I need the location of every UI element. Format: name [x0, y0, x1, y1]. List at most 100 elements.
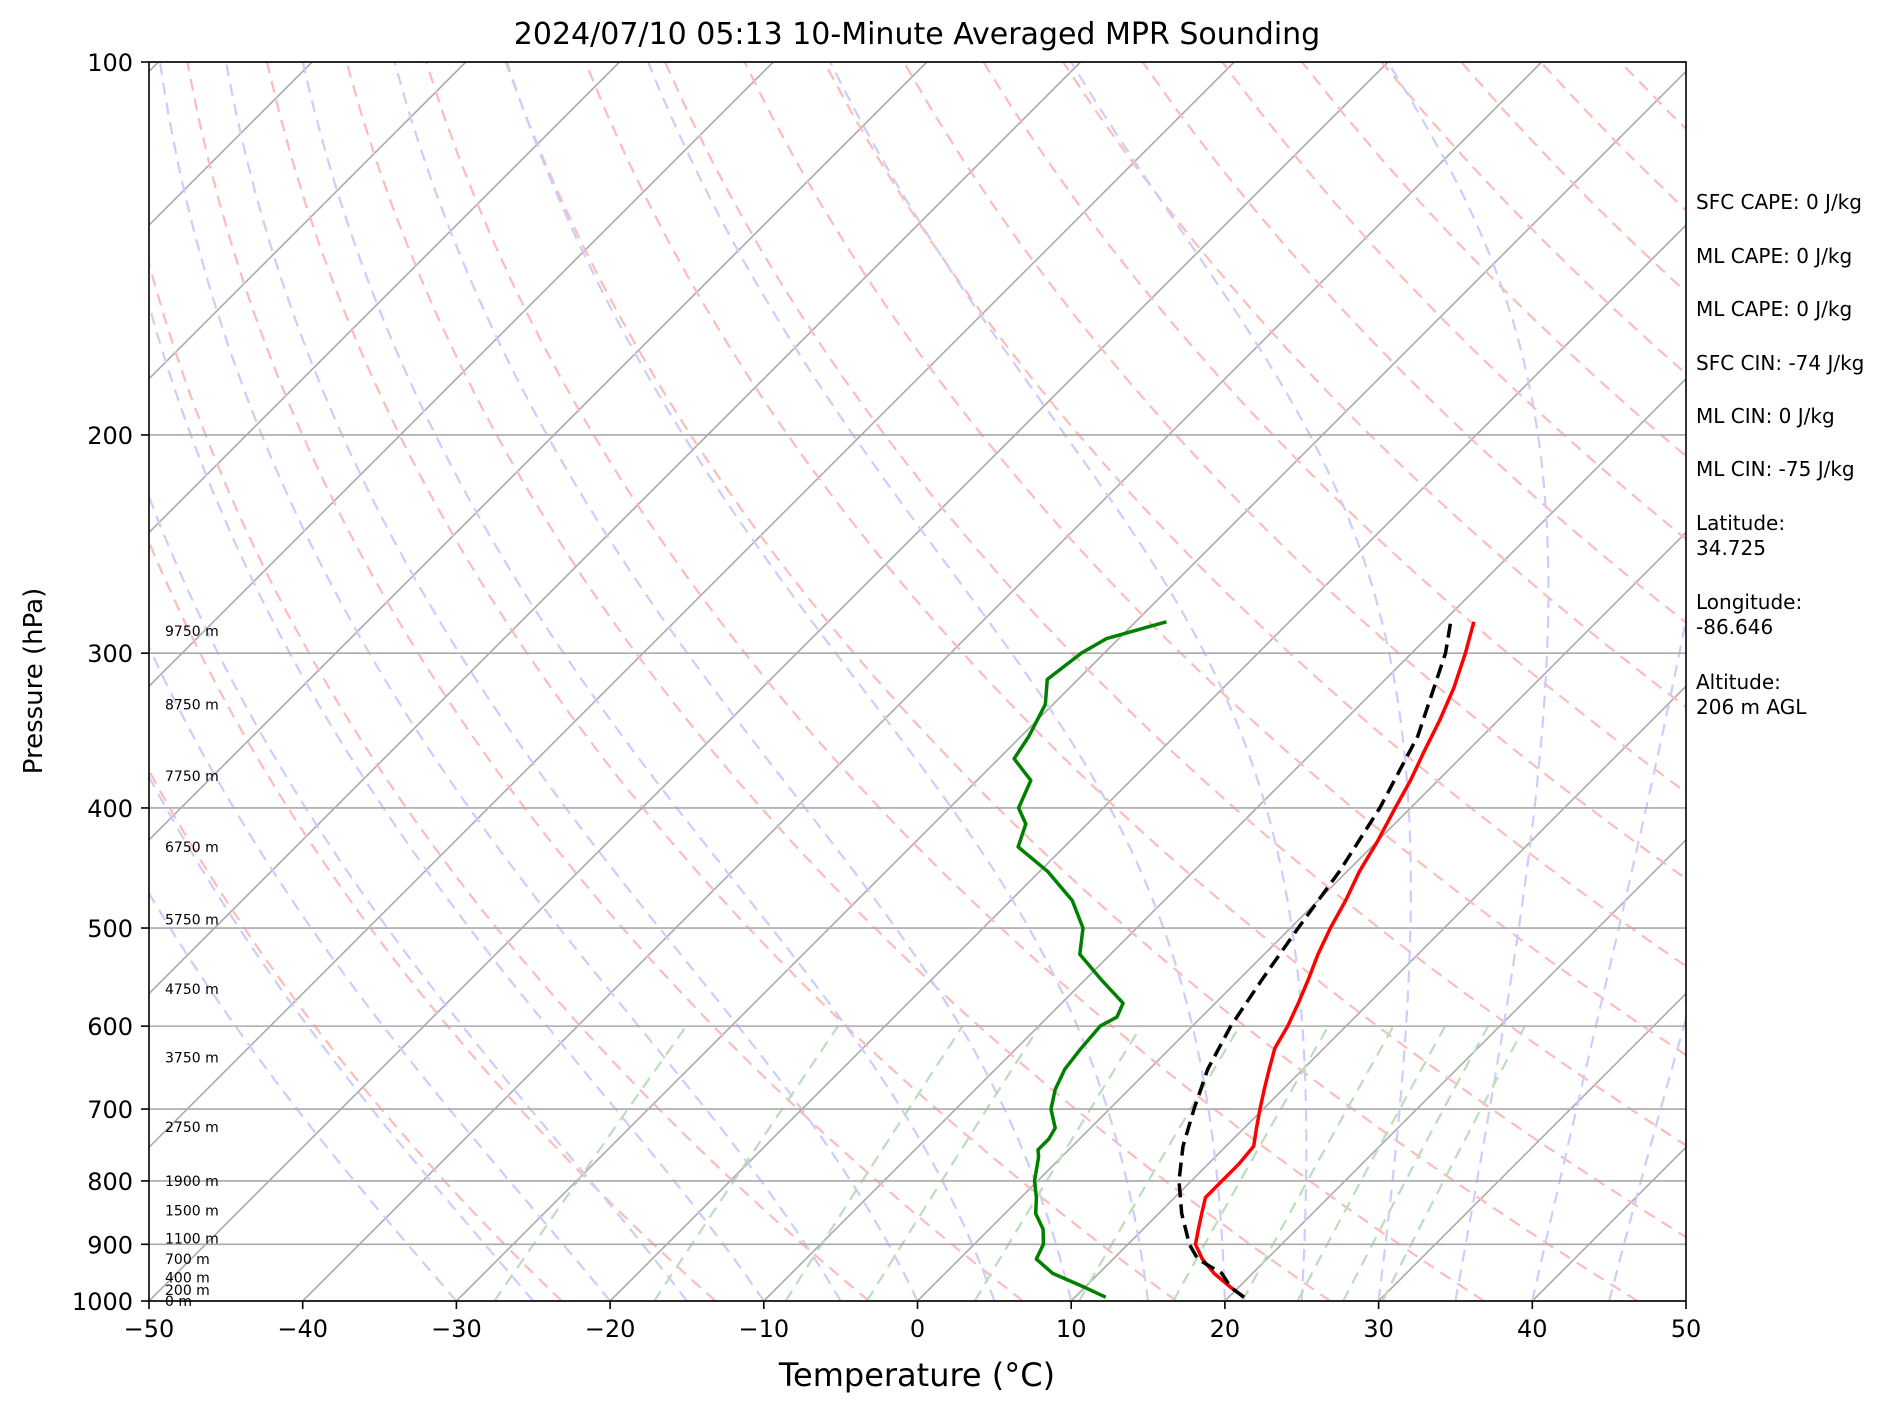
dry-adiabat-line: [1062, 62, 1686, 709]
isotherm-line: [149, 62, 774, 688]
info-line: SFC CIN: -74 J/kg: [1696, 351, 1865, 375]
mixing-ratio-line: [1078, 1025, 1241, 1301]
height-label: 5750 m: [165, 912, 219, 928]
x-tick-label: 50: [1671, 1315, 1702, 1343]
mixing-ratio-line: [1381, 1025, 1526, 1301]
info-line: ML CIN: -75 J/kg: [1696, 457, 1855, 481]
height-label: 200 m: [165, 1283, 210, 1299]
isotherm-line: [0, 62, 5, 1301]
dry-adiabat-line: [149, 768, 563, 1301]
x-tick-label: 20: [1210, 1315, 1241, 1343]
height-label: 1500 m: [165, 1203, 219, 1219]
height-label: 4750 m: [165, 982, 219, 998]
moist-adiabat-line: [149, 493, 688, 1301]
mixing-ratio-line: [1296, 1025, 1447, 1301]
height-label: 1100 m: [165, 1231, 219, 1247]
y-tick-label: 700: [87, 1096, 133, 1124]
isotherm-line: [1378, 992, 1686, 1301]
moist-adiabat-line: [301, 62, 996, 1301]
temperature-profile-line: [1193, 621, 1476, 1299]
dry-adiabat-line: [425, 62, 1485, 1301]
info-line: Latitude: 34.725: [1696, 511, 1786, 560]
x-tick-label: 40: [1517, 1315, 1548, 1343]
height-label: 0 m: [165, 1294, 192, 1310]
dry-adiabat-line: [504, 62, 1639, 1301]
isotherm-line: [149, 62, 621, 534]
moist-adiabat-line: [224, 62, 919, 1301]
isotherm-line: [609, 223, 1686, 1301]
height-label: 6750 m: [165, 840, 219, 856]
moist-adiabat-line: [393, 62, 1073, 1301]
moist-adiabat-line: [1608, 1014, 1686, 1301]
isotherm-line: [1070, 685, 1686, 1301]
height-label: 400 m: [165, 1270, 210, 1286]
height-label: 7750 m: [165, 769, 219, 785]
isotherm-line: [916, 531, 1686, 1301]
mixing-ratio-line: [1172, 1025, 1330, 1301]
height-label: 9750 m: [165, 624, 219, 640]
isotherm-line: [149, 62, 467, 380]
dry-adiabat-line: [663, 62, 1686, 1147]
moist-adiabat-line: [149, 891, 458, 1301]
isotherm-line: [455, 70, 1686, 1301]
dry-adiabat-line: [345, 62, 1331, 1301]
height-label: 700 m: [165, 1252, 210, 1268]
dry-adiabat-line: [982, 62, 1686, 794]
x-tick-label: −50: [124, 1315, 175, 1343]
y-tick-label: 1000: [72, 1288, 133, 1316]
info-line: ML CIN: 0 J/kg: [1696, 404, 1835, 428]
dry-adiabat-line: [743, 62, 1686, 1057]
chart-title: 2024/07/10 05:13 10-Minute Averaged MPR …: [514, 17, 1320, 52]
isotherm-line: [302, 62, 1543, 1301]
height-label: 1900 m: [165, 1174, 219, 1190]
y-tick-label: 200: [87, 422, 133, 450]
dewpoint-profile-line: [1012, 620, 1167, 1299]
moist-adiabat-line: [149, 300, 765, 1301]
x-tick-label: −30: [431, 1315, 482, 1343]
dry-adiabat-line: [584, 62, 1686, 1239]
mixing-ratio-line: [1241, 1025, 1395, 1301]
moist-adiabat-line: [647, 62, 1226, 1301]
dry-adiabat-line: [265, 62, 1178, 1301]
isotherm-line: [149, 62, 1082, 995]
isotherm-line: [149, 62, 1235, 1149]
mixing-ratio-line: [493, 1025, 688, 1301]
dry-adiabat-line: [186, 62, 1024, 1301]
height-label: 2750 m: [165, 1120, 219, 1136]
parcel-profile-line: [1177, 621, 1453, 1299]
moist-adiabat-line: [1386, 62, 1550, 1301]
y-tick-label: 300: [87, 640, 133, 668]
dry-adiabat-line: [823, 62, 1686, 968]
info-line: ML CAPE: 0 J/kg: [1696, 244, 1853, 268]
x-tick-label: −10: [738, 1315, 789, 1343]
moist-adiabat-line: [1070, 62, 1412, 1301]
height-label: 3750 m: [165, 1050, 219, 1066]
y-tick-label: 500: [87, 915, 133, 943]
isotherm-line: [1224, 838, 1686, 1301]
mixing-ratio-line: [1342, 1025, 1490, 1301]
y-axis-label: Pressure (hPa): [19, 588, 49, 775]
x-tick-label: 30: [1363, 1315, 1394, 1343]
y-tick-label: 900: [87, 1231, 133, 1259]
dry-adiabat-line: [149, 539, 717, 1301]
x-tick-label: −40: [277, 1315, 328, 1343]
x-tick-label: 0: [910, 1315, 925, 1343]
x-tick-label: 10: [1056, 1315, 1087, 1343]
moist-adiabat-line: [829, 62, 1308, 1301]
moist-adiabat-line: [158, 62, 842, 1301]
info-line: SFC CAPE: 0 J/kg: [1696, 190, 1862, 214]
y-tick-label: 400: [87, 795, 133, 823]
mixing-ratio-line: [866, 1025, 1041, 1301]
dry-adiabat-line: [902, 62, 1686, 880]
x-tick-label: −20: [585, 1315, 636, 1343]
isotherm-line: [763, 377, 1686, 1301]
mixing-ratio-line: [653, 1025, 839, 1301]
height-label: 8750 m: [165, 697, 219, 713]
isotherm-line: [149, 62, 928, 842]
y-tick-label: 800: [87, 1168, 133, 1196]
x-axis-label: Temperature (°C): [778, 1356, 1055, 1394]
info-line: ML CAPE: 0 J/kg: [1696, 297, 1853, 321]
y-tick-label: 600: [87, 1013, 133, 1041]
moist-adiabat-line: [1531, 613, 1686, 1301]
